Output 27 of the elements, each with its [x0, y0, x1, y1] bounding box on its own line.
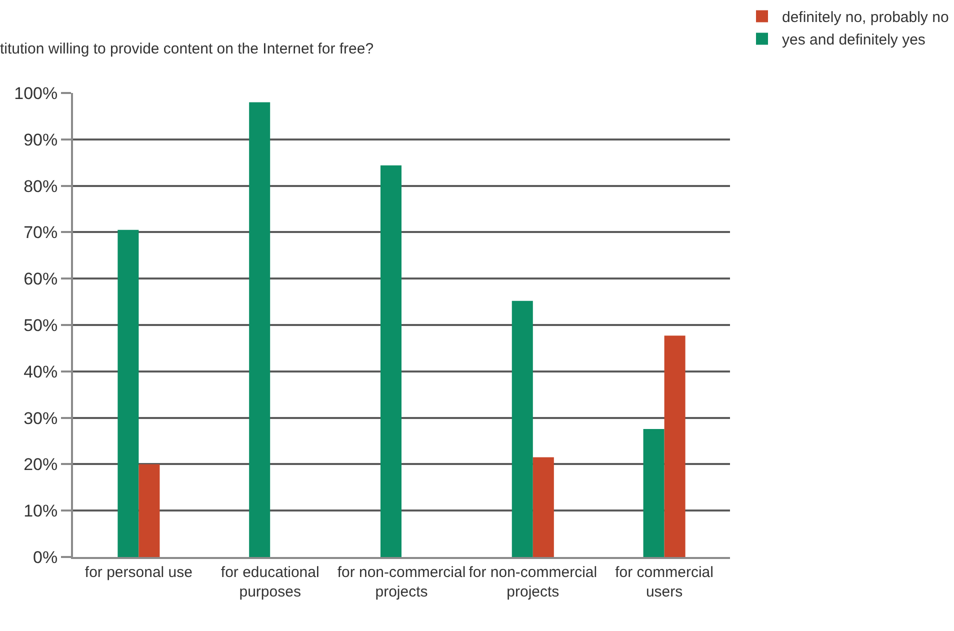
y-tick-label: 100%	[14, 84, 58, 103]
bar	[249, 102, 270, 557]
y-tick-label: 60%	[24, 270, 58, 289]
y-tick-label: 70%	[24, 223, 58, 242]
bar	[380, 165, 402, 557]
y-tick-label: 90%	[24, 130, 58, 150]
legend-label: yes and definitely yes	[782, 32, 926, 49]
y-tick-label: 30%	[24, 408, 58, 428]
bar	[643, 428, 664, 557]
y-tick-label: 40%	[24, 362, 58, 382]
x-tick-label: for personal use	[84, 564, 192, 581]
y-tick-label: 80%	[24, 176, 58, 196]
y-tick-label: 0%	[33, 548, 58, 567]
x-tick-label: for non-commercial projects	[468, 564, 598, 600]
chart-title: titution willing to provide content on the Internet for free?	[0, 40, 374, 58]
y-tick-label: 50%	[24, 316, 58, 335]
bar	[138, 464, 160, 557]
x-tick-label: for commercial users	[615, 564, 714, 600]
bar	[512, 300, 533, 557]
bar	[118, 230, 139, 557]
y-tick-label: 20%	[24, 455, 58, 474]
bar	[532, 457, 554, 557]
y-tick-label: 10%	[24, 502, 58, 521]
legend-label: definitely no, probably no	[782, 9, 949, 26]
x-tick-label: for non-commercial projects	[337, 564, 466, 600]
bar	[664, 336, 686, 557]
x-tick-label: for educational purposes	[220, 564, 320, 600]
